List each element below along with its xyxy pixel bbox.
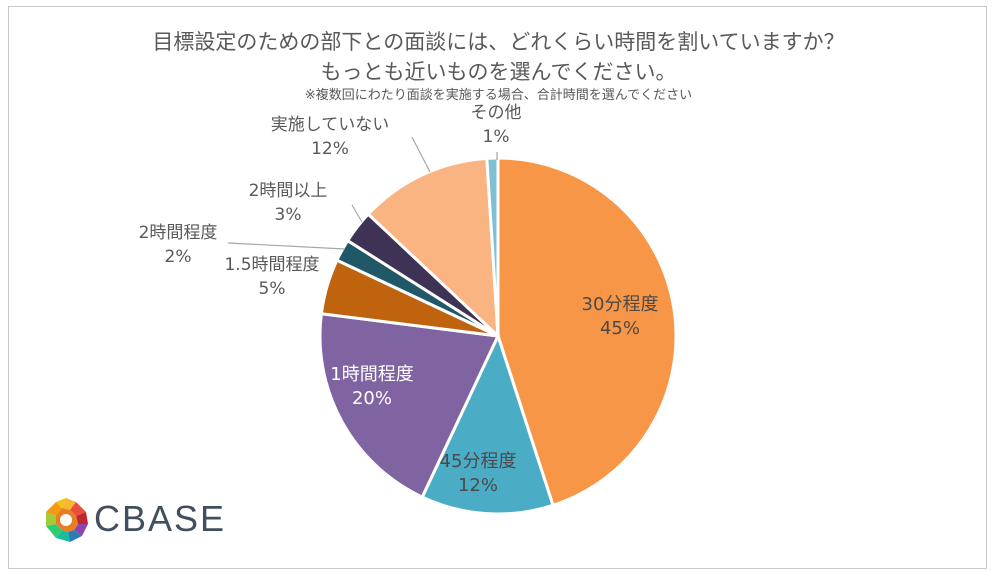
slice-value-label: 1% xyxy=(483,127,510,147)
slice-label: 30分程度 xyxy=(582,294,659,315)
cbase-logo: CBASE xyxy=(42,496,242,546)
slice-label: 45分程度 xyxy=(440,451,517,472)
pie-slice xyxy=(496,156,678,508)
slice-value-label: 12% xyxy=(458,475,498,496)
leader-line xyxy=(227,242,346,250)
chart-title: 目標設定のための部下との面談には、どれくらい時間を割いていますか？ xyxy=(152,30,845,54)
slice-label: 1.5時間程度 xyxy=(224,255,319,275)
pie-slice xyxy=(318,312,501,500)
cbase-logo-icon xyxy=(44,498,88,542)
slice-label: その他 xyxy=(471,103,522,123)
pie-slice xyxy=(485,156,500,337)
slice-value-label: 12% xyxy=(311,139,349,159)
slice-value-label: 5% xyxy=(259,279,286,299)
slice-label: 1時間程度 xyxy=(330,364,413,385)
chart-subtitle: もっとも近いものを選んでください。 xyxy=(320,60,677,84)
slice-value-label: 45% xyxy=(600,318,640,339)
slice-label: 実施していない xyxy=(271,115,390,135)
slice-label: 2時間以上 xyxy=(249,181,328,201)
slice-value-label: 20% xyxy=(352,388,392,409)
slice-value-label: 2% xyxy=(165,247,192,267)
pie-slice xyxy=(420,331,555,516)
chart-note: ※複数回にわたり面談を実施する場合、合計時間を選んでください xyxy=(304,88,693,103)
slice-value-label: 3% xyxy=(275,205,302,225)
pie-slice xyxy=(366,156,500,340)
leader-line xyxy=(411,136,431,173)
cbase-logo-text: CBASE xyxy=(94,498,227,539)
leader-line xyxy=(351,204,363,223)
slice-label: 2時間程度 xyxy=(139,223,218,243)
